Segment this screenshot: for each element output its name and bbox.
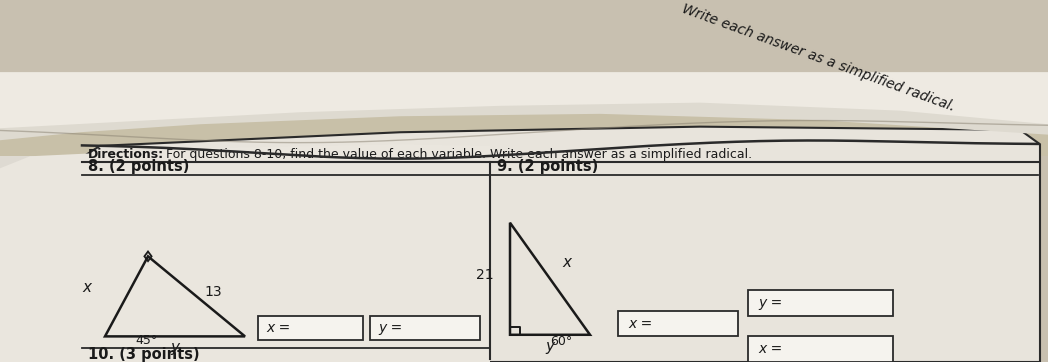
Polygon shape (0, 72, 1048, 156)
Text: Write each answer as a simplified radical.: Write each answer as a simplified radica… (680, 1, 957, 114)
Text: x =: x = (266, 321, 290, 335)
Polygon shape (80, 127, 1040, 362)
Polygon shape (0, 72, 380, 362)
Text: x =: x = (758, 342, 782, 356)
Text: y =: y = (758, 296, 782, 310)
FancyBboxPatch shape (618, 311, 738, 336)
Text: y: y (170, 340, 179, 355)
FancyBboxPatch shape (748, 290, 893, 316)
Text: x: x (83, 280, 91, 295)
Polygon shape (0, 72, 1048, 128)
Text: Directions:: Directions: (88, 148, 165, 161)
FancyBboxPatch shape (748, 336, 893, 362)
Text: 60°: 60° (550, 335, 572, 348)
Polygon shape (0, 72, 1048, 140)
Text: 8. (2 points): 8. (2 points) (88, 160, 190, 174)
FancyBboxPatch shape (258, 316, 363, 340)
Text: y: y (545, 339, 554, 354)
Text: For questions 8-10, find the value of each variable. Write each answer as a simp: For questions 8-10, find the value of ea… (162, 148, 752, 161)
Polygon shape (0, 144, 490, 362)
Text: 9. (2 points): 9. (2 points) (497, 160, 598, 174)
Text: 10. (3 points): 10. (3 points) (88, 347, 199, 362)
Text: x =: x = (628, 317, 652, 331)
Text: 21: 21 (476, 268, 494, 282)
FancyBboxPatch shape (370, 316, 480, 340)
Text: 13: 13 (204, 285, 222, 299)
Text: 45°: 45° (135, 334, 157, 348)
Text: x: x (562, 255, 571, 270)
Text: y =: y = (378, 321, 402, 335)
